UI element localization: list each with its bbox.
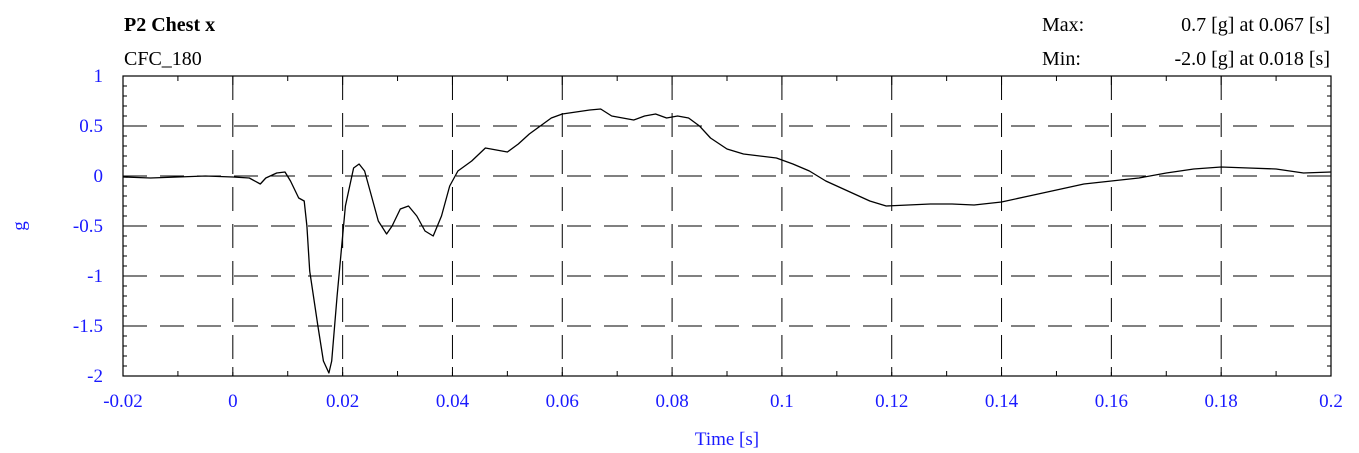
chart-title: P2 Chest x	[124, 14, 216, 36]
y-tick-label: 0.5	[79, 116, 103, 137]
y-tick-label: 0	[94, 166, 104, 187]
x-tick-label: 0.14	[985, 391, 1019, 412]
x-tick-label: 0.12	[875, 391, 908, 412]
y-tick-label: -1	[87, 266, 103, 287]
series-layer	[122, 108, 1332, 374]
x-tick-label: -0.02	[103, 391, 143, 412]
y-tick-labels: 1 0.5 0 -0.5 -1 -1.5 -2	[73, 66, 103, 387]
y-tick-label: -2	[87, 366, 103, 387]
min-value: -2.0 [g] at 0.018 [s]	[1174, 48, 1330, 70]
min-label: Min:	[1042, 48, 1081, 70]
max-label: Max:	[1042, 14, 1085, 36]
x-tick-labels: -0.02 0 0.02 0.04 0.06 0.08 0.1 0.12 0.14 0.16 0.1…	[103, 391, 1343, 412]
x-tick-label: 0.08	[655, 391, 688, 412]
x-tick-label: 0	[228, 391, 238, 412]
y-axis-title: g	[9, 221, 30, 231]
y-tick-label: -0.5	[73, 216, 103, 237]
x-axis-title: Time [s]	[695, 429, 759, 450]
x-tick-label: 0.1	[770, 391, 794, 412]
x-tick-label: 0.06	[546, 391, 579, 412]
x-tick-label: 0.04	[436, 391, 470, 412]
x-tick-label: 0.18	[1205, 391, 1238, 412]
x-tick-label: 0.2	[1319, 391, 1343, 412]
x-tick-label: 0.16	[1095, 391, 1128, 412]
series-line-0	[122, 108, 1332, 374]
y-tick-label: 1	[94, 66, 104, 87]
y-tick-label: -1.5	[73, 316, 103, 337]
grid	[123, 76, 1331, 376]
max-value: 0.7 [g] at 0.067 [s]	[1181, 14, 1330, 36]
filter-class-label: CFC_180	[124, 48, 202, 70]
plot-frame	[122, 75, 1332, 377]
x-tick-label: 0.02	[326, 391, 359, 412]
